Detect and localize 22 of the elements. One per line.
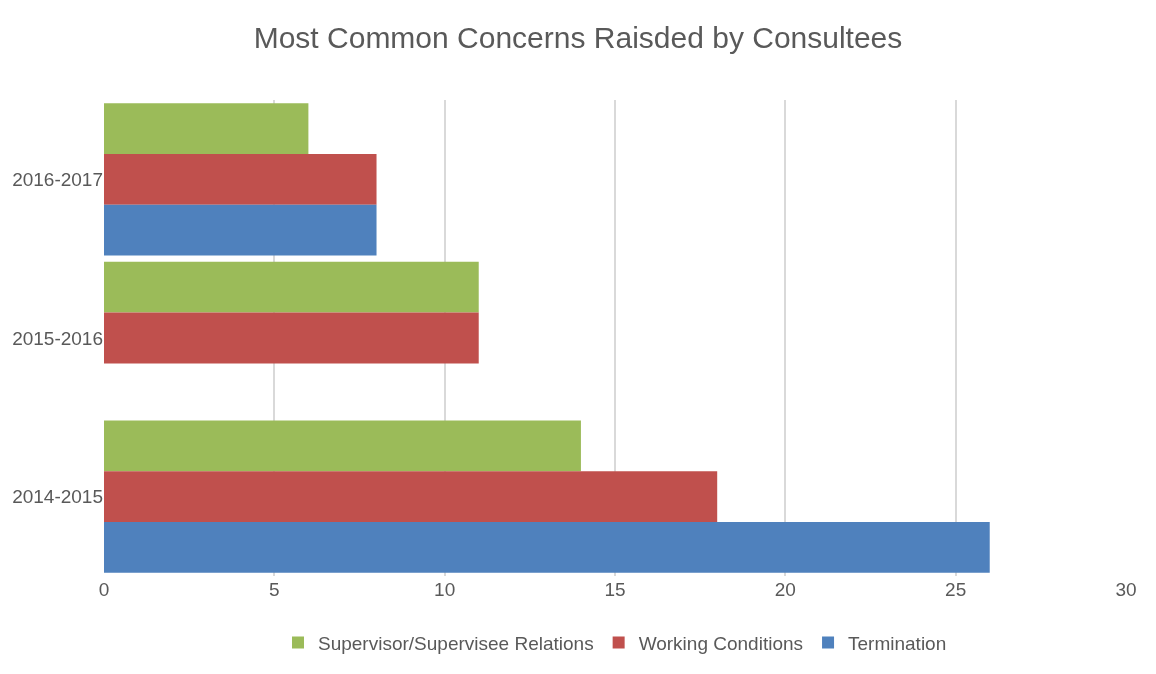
legend-label: Working Conditions <box>638 632 804 654</box>
x-tick-label: 5 <box>269 579 280 600</box>
bar <box>104 204 377 256</box>
x-tick-label: 0 <box>98 579 110 600</box>
bar <box>104 312 479 364</box>
bar <box>104 261 479 313</box>
legend-label: Supervisor/Supervisee Relations <box>318 632 594 654</box>
x-tick-label: 15 <box>604 579 626 600</box>
y-tick-label: 2015-2016 <box>12 327 103 349</box>
bar <box>104 153 377 205</box>
bar <box>104 420 581 472</box>
x-tick-label: 30 <box>1115 579 1137 600</box>
bar <box>104 471 718 523</box>
chart-title: Most Common Concerns Raisded by Consultees <box>253 20 903 54</box>
y-tick-label: 2014-2015 <box>12 486 103 508</box>
bar <box>104 103 309 154</box>
bar <box>104 522 990 573</box>
x-tick-label: 20 <box>774 579 796 600</box>
legend-label: Termination <box>848 632 947 654</box>
x-tick-label: 10 <box>434 579 456 600</box>
x-tick-label: 25 <box>945 579 967 600</box>
y-tick-label: 2016-2017 <box>12 168 103 190</box>
